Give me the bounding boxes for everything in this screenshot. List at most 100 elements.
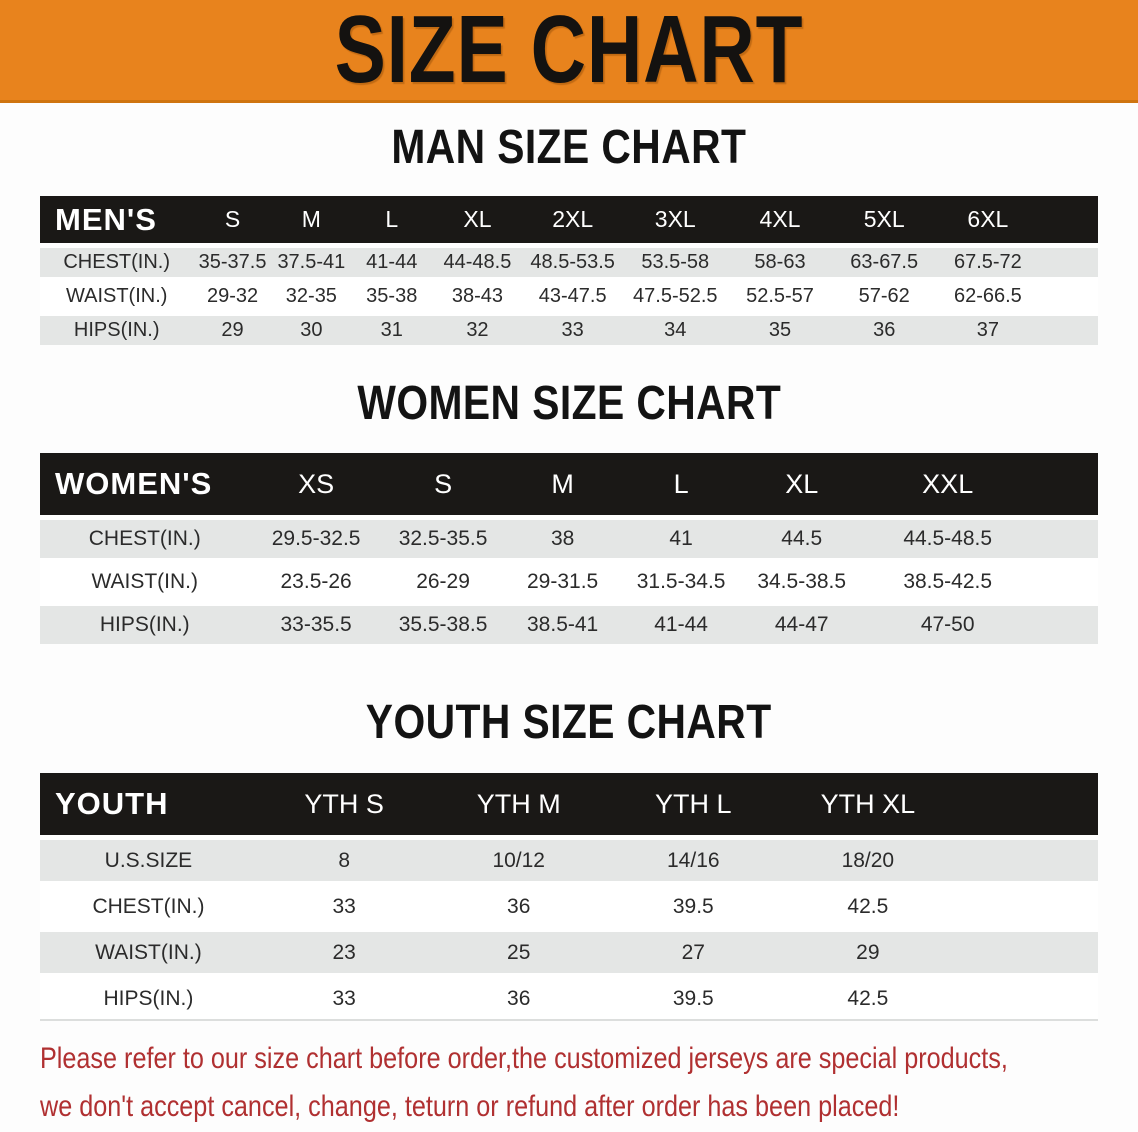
table-row: HIPS(IN.) 29 30 31 32 33 34 35 36 37 (40, 311, 1098, 345)
measure-value-cell (955, 835, 1098, 884)
measure-value-cell: 35 (727, 311, 833, 345)
youth-size-chart-heading-text: YOUTH SIZE CHART (366, 696, 772, 749)
man-size-chart-heading: MAN SIZE CHART (0, 119, 1138, 177)
size-header-cell: M (503, 453, 622, 518)
measure-value-cell: 18/20 (780, 835, 956, 884)
size-header-cell: S (382, 453, 504, 518)
measure-value-cell: 35-38 (351, 277, 433, 314)
table-row: WAIST(IN.) 23 25 27 29 (40, 927, 1098, 976)
measure-value-cell: 42.5 (780, 881, 956, 930)
measure-value-cell: 39.5 (606, 973, 781, 1020)
measure-label-cell: CHEST(IN.) (40, 881, 257, 930)
table-row: HIPS(IN.) 33-35.5 35.5-38.5 38.5-41 41-44 44-… (40, 601, 1098, 644)
measure-value-cell: 34.5-38.5 (740, 558, 864, 604)
table-title-cell: YOUTH (40, 773, 257, 838)
measure-label-cell: WAIST(IN.) (40, 277, 194, 314)
disclaimer-line-1: Please refer to our size chart before or… (40, 1042, 1008, 1075)
measure-value-cell: 44-48.5 (432, 243, 523, 280)
measure-value-cell: 44-47 (740, 601, 864, 644)
size-header-cell: YTH L (606, 773, 781, 838)
table-title-cell: WOMEN'S (40, 453, 250, 518)
measure-label-cell: CHEST(IN.) (40, 243, 194, 280)
measure-value-cell: 31 (351, 311, 433, 345)
measure-value-cell: 39.5 (606, 881, 781, 930)
size-header-cell: L (351, 196, 433, 246)
table-row: WAIST(IN.) 29-32 32-35 35-38 38-43 43-47.5 47.… (40, 277, 1098, 314)
measure-value-cell: 33 (522, 311, 623, 345)
measure-value-cell: 63-67.5 (832, 243, 937, 280)
measure-value-cell: 62-66.5 (936, 277, 1040, 314)
measure-value-cell: 23 (256, 927, 432, 976)
size-header-cell: 2XL (522, 196, 623, 246)
measure-value-cell: 33-35.5 (249, 601, 383, 644)
measure-value-cell: 42.5 (780, 973, 956, 1020)
man-size-chart-heading-text: MAN SIZE CHART (391, 121, 747, 174)
measure-value-cell: 29 (193, 311, 272, 345)
youth-size-table: YOUTH YTH S YTH M YTH L YTH XL U.S.SIZE 8 10/12… (40, 773, 1098, 1021)
measure-value-cell: 67.5-72 (936, 243, 1040, 280)
banner: SIZE CHART (0, 0, 1138, 103)
size-header-cell: XL (740, 453, 864, 518)
measure-value-cell: 47-50 (863, 601, 1033, 644)
measure-value-cell: 44.5-48.5 (863, 515, 1033, 561)
measure-value-cell: 27 (606, 927, 781, 976)
measure-value-cell: 52.5-57 (727, 277, 833, 314)
size-header-cell: XXL (863, 453, 1033, 518)
measure-value-cell: 53.5-58 (622, 243, 728, 280)
measure-value-cell: 36 (431, 881, 606, 930)
measure-value-cell (1032, 601, 1098, 644)
measure-value-cell: 26-29 (382, 558, 504, 604)
women-size-chart-heading-text: WOMEN SIZE CHART (357, 377, 781, 430)
disclaimer: Please refer to our size chart before or… (40, 1035, 1138, 1131)
disclaimer-line-2: we don't accept cancel, change, teturn o… (40, 1090, 900, 1123)
measure-value-cell: 38 (503, 515, 622, 561)
table-row: HIPS(IN.) 33 36 39.5 42.5 (40, 973, 1098, 1020)
size-header-cell: 6XL (936, 196, 1040, 246)
measure-value-cell (955, 973, 1098, 1020)
measure-value-cell (955, 881, 1098, 930)
measure-value-cell: 44.5 (740, 515, 864, 561)
size-header-cell: M (271, 196, 352, 246)
size-header-cell: XL (432, 196, 523, 246)
measure-value-cell: 29 (780, 927, 956, 976)
measure-value-cell (1039, 243, 1098, 280)
measure-value-cell: 47.5-52.5 (622, 277, 728, 314)
size-chart-title: SIZE CHART (334, 0, 804, 103)
size-header-cell: L (621, 453, 741, 518)
measure-value-cell: 36 (431, 973, 606, 1020)
measure-label-cell: CHEST(IN.) (40, 515, 250, 561)
measure-value-cell: 30 (271, 311, 352, 345)
measure-value-cell: 32-35 (271, 277, 352, 314)
measure-value-cell (955, 927, 1098, 976)
measure-value-cell: 31.5-34.5 (621, 558, 741, 604)
measure-value-cell: 29-32 (193, 277, 272, 314)
measure-value-cell: 33 (256, 973, 432, 1020)
measure-value-cell: 25 (431, 927, 606, 976)
measure-value-cell: 58-63 (727, 243, 833, 280)
measure-value-cell: 37.5-41 (271, 243, 352, 280)
measure-value-cell (1039, 277, 1098, 314)
women-size-table: WOMEN'S XS S M L XL XXL CHEST(IN.) 29.5-32.5 32.5… (40, 453, 1098, 644)
measure-value-cell: 8 (256, 835, 432, 884)
men-size-table: MEN'S S M L XL 2XL 3XL 4XL 5XL 6XL CHEST(IN.) 35-37… (40, 196, 1098, 345)
table-header-row: MEN'S S M L XL 2XL 3XL 4XL 5XL 6XL (40, 196, 1098, 246)
size-header-cell (1032, 453, 1098, 518)
table-row: CHEST(IN.) 35-37.5 37.5-41 41-44 44-48.5 48.5… (40, 243, 1098, 280)
size-header-cell: XS (249, 453, 383, 518)
measure-value-cell: 29.5-32.5 (249, 515, 383, 561)
size-header-cell: YTH M (431, 773, 606, 838)
measure-label-cell: U.S.SIZE (40, 835, 257, 884)
table-header-row: WOMEN'S XS S M L XL XXL (40, 453, 1098, 518)
size-header-cell: YTH S (256, 773, 432, 838)
measure-value-cell: 35.5-38.5 (382, 601, 504, 644)
measure-value-cell: 33 (256, 881, 432, 930)
size-header-cell: 3XL (622, 196, 728, 246)
measure-value-cell: 10/12 (431, 835, 606, 884)
measure-value-cell (1032, 558, 1098, 604)
measure-value-cell: 38.5-41 (503, 601, 622, 644)
measure-value-cell: 37 (936, 311, 1040, 345)
measure-value-cell: 35-37.5 (193, 243, 272, 280)
size-header-cell: 4XL (727, 196, 833, 246)
measure-label-cell: HIPS(IN.) (40, 311, 194, 345)
